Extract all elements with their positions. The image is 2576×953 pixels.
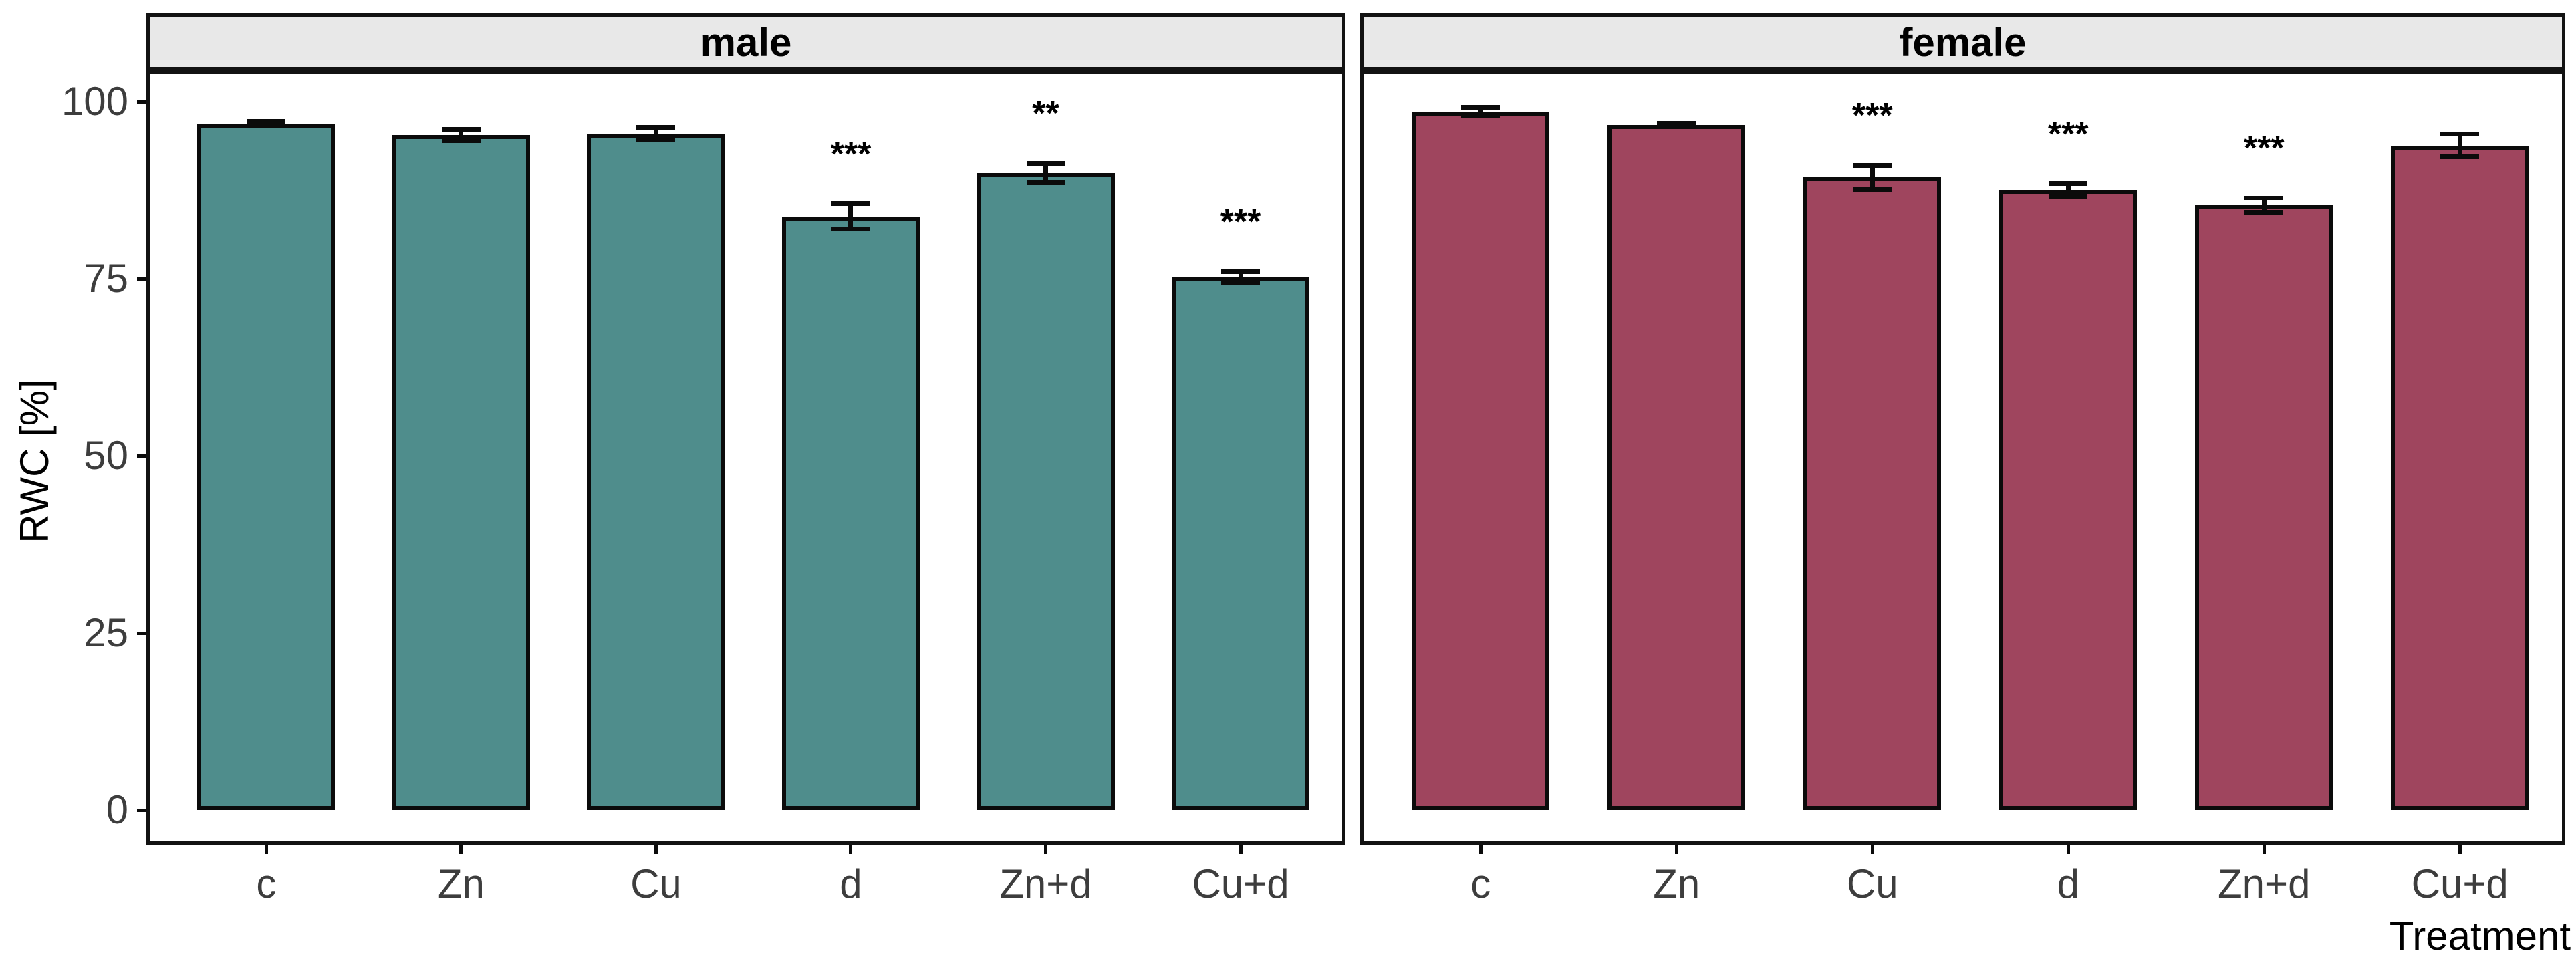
bar-male-d	[781, 216, 920, 810]
error-bar-line	[2065, 183, 2071, 197]
bar-male-c	[197, 123, 336, 810]
x-tick-mark	[1044, 845, 1047, 854]
significance-label: ***	[830, 134, 872, 174]
error-bar-cap-top	[247, 119, 286, 124]
error-bar-cap-bottom	[441, 138, 481, 143]
x-tick-mark	[1478, 845, 1483, 854]
x-tick-label: Cu	[1846, 861, 1898, 906]
error-bar-cap-bottom	[2244, 209, 2284, 215]
x-tick-label: Cu+d	[2411, 861, 2508, 906]
bar-female-c	[1412, 111, 1550, 810]
bar-female-Zn	[1607, 124, 1746, 810]
significance-label: **	[1032, 94, 1059, 134]
error-bar-cap-top	[831, 201, 870, 207]
facet-strip-male: male	[146, 13, 1345, 71]
x-tick-label: c	[256, 861, 277, 906]
error-bar-line	[1238, 271, 1243, 283]
error-bar-cap-bottom	[1657, 124, 1696, 130]
error-bar-cap-bottom	[1026, 180, 1065, 186]
error-bar-cap-top	[1461, 104, 1501, 110]
y-tick-mark	[137, 808, 146, 812]
significance-label: ***	[1851, 96, 1893, 136]
plot-panel-male: *** ** ***	[146, 71, 1345, 845]
error-bar-cap-bottom	[247, 123, 286, 128]
error-bar-cap-bottom	[2440, 154, 2480, 160]
bar-female-Cu	[1803, 177, 1942, 810]
error-bar-line	[2261, 198, 2267, 213]
error-bar-cap-top	[1026, 160, 1065, 166]
y-tick-label: 50	[84, 433, 128, 478]
error-bar-cap-top	[636, 124, 676, 130]
error-bar-cap-bottom	[1221, 280, 1261, 285]
y-tick-mark	[137, 100, 146, 104]
error-bar-cap-top	[441, 126, 481, 132]
error-bar-cap-top	[1657, 120, 1696, 126]
bar-male-Zn+d	[977, 173, 1115, 810]
x-tick-label: d	[840, 861, 862, 906]
y-tick-mark	[137, 454, 146, 458]
error-bar-cap-top	[2440, 132, 2480, 137]
bar-female-d	[1999, 190, 2138, 810]
bar-male-Cu+d	[1172, 277, 1310, 810]
y-tick-label: 25	[84, 610, 128, 655]
x-tick-mark	[2458, 845, 2462, 854]
x-tick-label: Zn	[1653, 861, 1700, 906]
x-tick-mark	[264, 845, 268, 854]
bar-female-Cu+d	[2391, 145, 2529, 810]
x-tick-label: Cu	[630, 861, 682, 906]
error-bar-cap-top	[2049, 181, 2088, 186]
bar-male-Zn	[392, 134, 530, 810]
x-tick-label: Zn+d	[999, 861, 1092, 906]
y-tick-mark	[137, 277, 146, 281]
error-bar-cap-top	[2244, 195, 2284, 200]
x-tick-label: Cu+d	[1192, 861, 1289, 906]
error-bar-cap-top	[1853, 162, 1892, 168]
x-tick-label: Zn+d	[2218, 861, 2311, 906]
x-tick-mark	[1674, 845, 1678, 854]
y-tick-label: 0	[106, 787, 128, 832]
facet-strip-female: female	[1360, 13, 2565, 71]
x-tick-mark	[1870, 845, 1874, 854]
significance-label: ***	[1220, 202, 1261, 242]
error-bar-cap-bottom	[1853, 186, 1892, 192]
error-bar-cap-bottom	[636, 137, 676, 142]
y-tick-label: 100	[61, 79, 128, 124]
x-tick-label: c	[1470, 861, 1491, 906]
x-tick-mark	[1239, 845, 1243, 854]
x-tick-mark	[654, 845, 658, 854]
significance-label: ***	[2047, 114, 2089, 154]
facet-label-male: male	[700, 19, 792, 65]
bar-male-Cu	[587, 133, 725, 810]
error-bar-line	[848, 203, 854, 229]
x-tick-mark	[2066, 845, 2070, 854]
x-tick-mark	[459, 845, 463, 854]
error-bar-line	[1043, 163, 1048, 183]
error-bar-cap-top	[1221, 269, 1261, 274]
x-tick-label: d	[2057, 861, 2079, 906]
x-axis-title: Treatment	[2389, 914, 2571, 953]
x-tick-mark	[2262, 845, 2266, 854]
error-bar-line	[459, 129, 464, 141]
bar-female-Zn+d	[2195, 205, 2333, 810]
significance-label: ***	[2243, 129, 2285, 168]
y-tick-mark	[137, 631, 146, 635]
error-bar-line	[1478, 107, 1483, 116]
error-bar-line	[653, 127, 658, 140]
x-tick-label: Zn	[437, 861, 485, 906]
facet-label-female: female	[1899, 19, 2027, 65]
y-tick-label: 75	[84, 256, 128, 301]
x-tick-mark	[849, 845, 853, 854]
error-bar-cap-bottom	[2049, 194, 2088, 199]
error-bar-cap-bottom	[831, 227, 870, 232]
error-bar-line	[2457, 134, 2462, 157]
error-bar-line	[1870, 165, 1875, 190]
error-bar-cap-bottom	[1461, 113, 1501, 118]
plot-panel-female: *** *** ***	[1360, 71, 2565, 845]
